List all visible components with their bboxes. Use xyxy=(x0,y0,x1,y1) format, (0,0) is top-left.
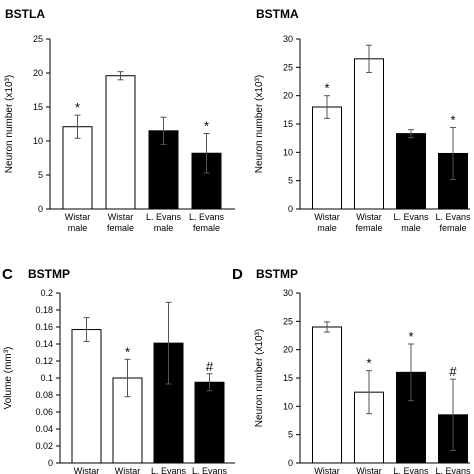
bar xyxy=(105,75,136,210)
x-tick-label: L. Evans xyxy=(393,466,429,474)
x-tick-label: female xyxy=(439,223,466,233)
chart-panel-3: D BSTMP Neuron number (x10³) 0 5 10 15 20 25 30 Wi… xyxy=(232,266,471,474)
significance-mark: * xyxy=(450,112,455,127)
y-tick-label: 25 xyxy=(33,34,43,44)
y-tick-label: 5 xyxy=(288,176,293,186)
y-tick-label: 20 xyxy=(283,91,293,101)
x-tick-label: Wistar xyxy=(65,212,91,222)
x-tick-label: L. Evans xyxy=(435,466,471,474)
y-tick-label: 10 xyxy=(33,136,43,146)
x-tick-label: female xyxy=(355,223,382,233)
y-tick-label: 25 xyxy=(283,62,293,72)
y-axis-label: Volume (mm³) xyxy=(3,347,14,410)
panel-letter: D xyxy=(232,266,243,283)
y-tick-label: 0 xyxy=(48,458,53,468)
x-tick-label: male xyxy=(68,223,88,233)
significance-mark: # xyxy=(449,364,457,379)
bar xyxy=(312,106,342,210)
y-tick-label: 20 xyxy=(33,68,43,78)
x-tick-label: L. Evans xyxy=(393,212,429,222)
y-tick-label: 0.18 xyxy=(35,305,53,315)
y-tick-label: 10 xyxy=(283,401,293,411)
significance-mark: * xyxy=(324,81,329,96)
x-tick-label: L. Evans xyxy=(435,212,471,222)
x-tick-label: male xyxy=(401,223,421,233)
x-tick-label: Wistar xyxy=(74,466,100,474)
y-tick-label: 5 xyxy=(38,170,43,180)
chart-panel-1: BSTMA Neuron number (x10³) 0 5 10 15 20 25 30 * Wi… xyxy=(254,7,471,233)
y-axis-label: Neuron number (x10³) xyxy=(254,75,265,173)
panel-letter: C xyxy=(2,266,13,283)
chart-panel-2: C BSTMP Volume (mm³) 0 0.02 0.04 0.06 0.08 0.1 0.… xyxy=(2,266,235,474)
y-tick-label: 15 xyxy=(283,373,293,383)
x-tick-label: L. Evans xyxy=(189,212,225,222)
x-tick-label: male xyxy=(317,223,337,233)
x-tick-label: male xyxy=(154,223,174,233)
x-tick-label: Wistar xyxy=(314,212,340,222)
y-tick-label: 0.1 xyxy=(40,373,53,383)
y-tick-label: 10 xyxy=(283,147,293,157)
x-tick-label: Wistar xyxy=(356,212,382,222)
y-tick-label: 20 xyxy=(283,345,293,355)
significance-mark: * xyxy=(75,100,80,115)
y-tick-label: 0.12 xyxy=(35,356,53,366)
y-tick-label: 0.02 xyxy=(35,441,53,451)
panel-title: BSTMP xyxy=(256,267,298,281)
y-tick-label: 30 xyxy=(283,34,293,44)
bar xyxy=(148,130,179,210)
bar xyxy=(191,152,222,210)
y-tick-label: 0 xyxy=(288,458,293,468)
y-tick-label: 25 xyxy=(283,316,293,326)
y-tick-label: 0 xyxy=(38,204,43,214)
y-tick-label: 30 xyxy=(283,288,293,298)
x-tick-label: female xyxy=(193,223,220,233)
y-tick-label: 5 xyxy=(288,430,293,440)
bar xyxy=(71,329,102,464)
significance-mark: * xyxy=(125,344,130,359)
y-tick-label: 0.06 xyxy=(35,407,53,417)
bar xyxy=(354,58,384,210)
x-tick-label: Wistar xyxy=(356,466,382,474)
x-tick-label: L. Evans xyxy=(146,212,182,222)
y-tick-label: 15 xyxy=(33,102,43,112)
y-tick-label: 0.14 xyxy=(35,339,53,349)
bar xyxy=(194,381,225,464)
significance-mark: # xyxy=(206,359,214,374)
significance-mark: * xyxy=(408,329,413,344)
x-tick-label: L. Evans xyxy=(151,466,187,474)
panel-title: BSTMA xyxy=(256,7,299,21)
y-tick-label: 0.08 xyxy=(35,390,53,400)
significance-mark: * xyxy=(204,119,209,134)
significance-mark: * xyxy=(366,356,371,371)
y-axis-label: Neuron number (x10³) xyxy=(254,329,265,427)
bar xyxy=(312,326,342,464)
y-tick-label: 0.16 xyxy=(35,322,53,332)
bar xyxy=(62,126,93,210)
chart-panel-0: BSTLA Neuron number (x10³) 0 5 10 15 20 25 * Wist… xyxy=(4,7,235,233)
y-tick-label: 0.2 xyxy=(40,288,53,298)
y-tick-label: 0.04 xyxy=(35,424,53,434)
panel-title: BSTLA xyxy=(5,7,45,21)
x-tick-label: female xyxy=(107,223,134,233)
y-tick-label: 15 xyxy=(283,119,293,129)
panel-title: BSTMP xyxy=(28,267,70,281)
bar xyxy=(396,133,426,210)
x-tick-label: L. Evans xyxy=(192,466,228,474)
x-tick-label: Wistar xyxy=(108,212,134,222)
y-axis-label: Neuron number (x10³) xyxy=(4,75,15,173)
y-tick-label: 0 xyxy=(288,204,293,214)
x-tick-label: Wistar xyxy=(314,466,340,474)
x-tick-label: Wistar xyxy=(115,466,141,474)
